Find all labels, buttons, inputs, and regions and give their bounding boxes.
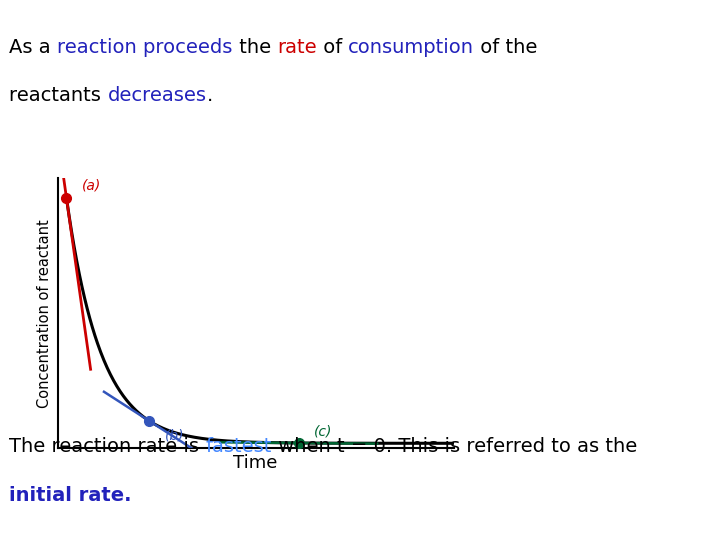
Text: of the: of the xyxy=(474,38,538,57)
Text: rate: rate xyxy=(277,38,317,57)
Text: fastest: fastest xyxy=(206,437,272,456)
Text: reaction proceeds: reaction proceeds xyxy=(57,38,233,57)
Text: .: . xyxy=(207,86,212,105)
Text: when t = 0. This is referred to as the: when t = 0. This is referred to as the xyxy=(272,437,637,456)
Text: (c): (c) xyxy=(314,424,333,438)
Text: of: of xyxy=(317,38,348,57)
Text: (a): (a) xyxy=(82,179,102,193)
Text: As a: As a xyxy=(9,38,57,57)
Y-axis label: Concentration of reactant: Concentration of reactant xyxy=(37,219,52,408)
Text: The reaction rate is: The reaction rate is xyxy=(9,437,206,456)
Text: the: the xyxy=(233,38,277,57)
Text: reactants: reactants xyxy=(9,86,107,105)
Text: consumption: consumption xyxy=(348,38,474,57)
Text: (b): (b) xyxy=(165,428,184,442)
Text: decreases: decreases xyxy=(107,86,207,105)
Text: initial rate.: initial rate. xyxy=(9,486,132,505)
X-axis label: Time: Time xyxy=(233,454,278,472)
